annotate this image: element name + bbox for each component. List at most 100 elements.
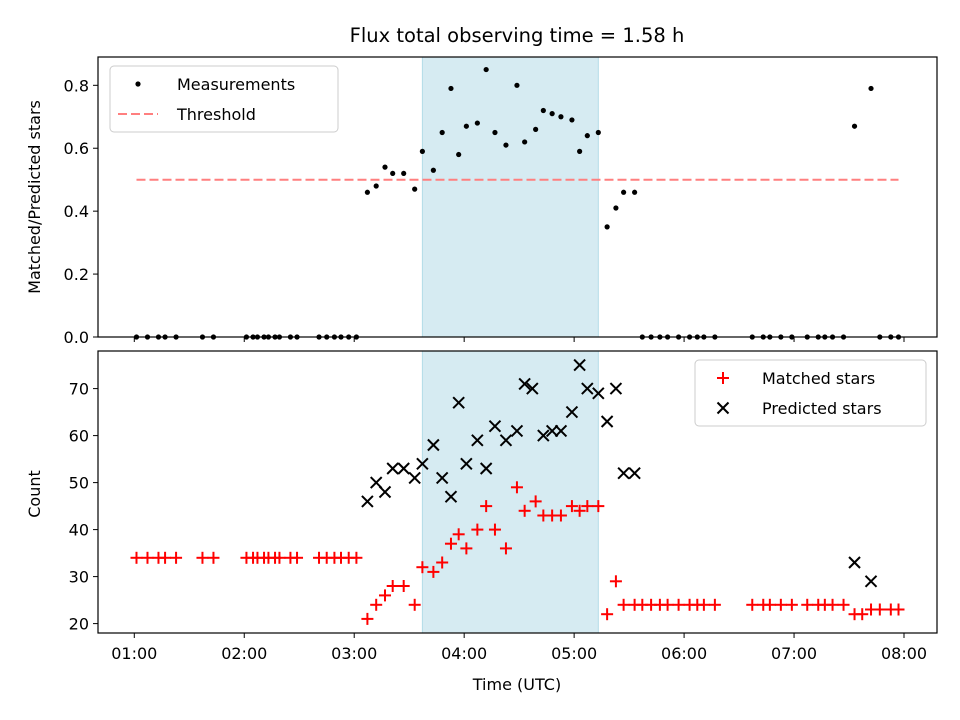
measurement-point: [595, 129, 601, 136]
measurement-point: [474, 120, 480, 126]
predicted-star-marker: [628, 466, 641, 480]
measurement-point: [448, 85, 454, 92]
predicted-star-marker: [565, 405, 579, 419]
predicted-star-stroke-b: [397, 462, 410, 475]
bottom-y-tick-label: 70: [69, 380, 89, 399]
predicted-star-marker: [378, 485, 392, 499]
matched-star-marker: [370, 598, 383, 611]
matched-star-marker: [785, 598, 798, 611]
predicted-star-stroke-b: [471, 434, 484, 447]
legend-measurement-marker: [135, 81, 141, 87]
measurement-point: [412, 186, 418, 192]
predicted-star-stroke-b: [499, 434, 513, 447]
bottom-legend: Matched stars Predicted stars: [694, 359, 927, 427]
predicted-star-marker: [460, 457, 473, 471]
bottom-legend-box: [694, 359, 927, 427]
predicted-star-marker: [581, 382, 594, 395]
predicted-star-marker: [386, 462, 399, 475]
top-legend-box: [109, 65, 339, 133]
matched-star-marker: [826, 598, 839, 611]
top-y-tick-label: 0.0: [64, 328, 89, 347]
predicted-star-marker: [416, 457, 429, 471]
matched-star-marker: [159, 551, 172, 564]
predicted-star-stroke-b: [554, 424, 568, 438]
matched-star-marker: [480, 500, 493, 513]
matched-star-marker: [291, 551, 304, 564]
predicted-star-stroke-b: [592, 387, 605, 400]
predicted-star-marker: [510, 424, 524, 438]
top-y-tick-label: 0.6: [64, 139, 89, 158]
x-tick-label: 04:00: [441, 644, 487, 663]
matched-star-marker: [378, 589, 391, 602]
bottom-y-axis-label: Count: [25, 470, 44, 518]
predicted-star-marker: [499, 434, 513, 447]
predicted-star-stroke-b: [427, 438, 440, 452]
matched-star-marker: [170, 551, 183, 564]
predicted-star-marker: [545, 424, 559, 438]
predicted-star-marker: [488, 419, 502, 433]
predicted-star-stroke-b: [545, 424, 559, 438]
predicted-star-stroke-b: [617, 466, 630, 480]
predicted-star-stroke-b: [600, 415, 614, 428]
matched-star-marker: [581, 500, 594, 513]
matched-star-marker: [697, 598, 710, 611]
matched-star-marker: [601, 608, 614, 621]
matched-star-marker: [488, 523, 501, 536]
predicted-star-stroke-b: [510, 424, 524, 438]
top-legend: Measurements Threshold: [109, 65, 339, 133]
matched-star-marker: [452, 528, 465, 541]
matched-star-marker: [774, 598, 787, 611]
predicted-star-marker: [537, 429, 550, 442]
legend-label: Matched stars: [762, 369, 875, 388]
bottom-y-tick-label: 50: [69, 474, 89, 493]
top-y-tick-label: 0.2: [64, 265, 89, 284]
matched-star-marker: [892, 603, 905, 616]
matched-star-marker: [617, 598, 630, 611]
measurement-point: [533, 126, 539, 132]
measurement-point: [558, 114, 564, 120]
top-y-tick-label: 0.8: [64, 76, 89, 95]
matched-star-marker: [350, 551, 363, 564]
measurement-point: [456, 151, 462, 158]
predicted-star-marker: [609, 382, 623, 395]
predicted-star-stroke-b: [488, 419, 502, 433]
predicted-star-stroke-b: [518, 377, 531, 391]
matched-star-marker: [207, 551, 220, 564]
measurement-point: [549, 111, 555, 117]
predicted-star-stroke-b: [848, 556, 861, 569]
matched-star-marker: [196, 551, 209, 564]
predicted-star-marker: [444, 490, 458, 503]
measurement-point: [632, 189, 638, 195]
x-tick-label: 01:00: [111, 644, 157, 663]
matched-star-marker: [471, 523, 484, 536]
predicted-star-stroke-b: [460, 457, 473, 471]
predicted-star-stroke-b: [369, 476, 383, 489]
top-y-axis-label: Matched/Predicted stars: [25, 100, 44, 294]
predicted-star-stroke-b: [573, 358, 586, 372]
predicted-star-marker: [518, 377, 531, 391]
measurement-point: [373, 183, 379, 189]
matched-star-marker: [416, 561, 429, 574]
x-tick-label: 08:00: [881, 644, 927, 663]
predicted-star-marker: [427, 438, 440, 452]
matched-star-marker: [141, 551, 154, 564]
measurement-point: [430, 167, 436, 173]
predicted-star-stroke-b: [609, 382, 623, 395]
legend-predicted-marker-b: [716, 401, 730, 415]
predicted-star-stroke-b: [628, 466, 641, 480]
top-panel: Flux total observing time = 1.58 h 0.00.…: [25, 24, 938, 347]
predicted-star-stroke-b: [435, 471, 449, 485]
bottom-y-tick-label: 20: [69, 615, 89, 634]
x-axis-label: Time (UTC): [472, 675, 561, 694]
x-tick-label: 03:00: [331, 644, 377, 663]
legend-label: Predicted stars: [762, 399, 882, 418]
measurement-point: [492, 129, 498, 136]
predicted-star-stroke-b: [537, 429, 550, 442]
matched-star-marker: [408, 598, 421, 611]
predicted-star-marker: [573, 358, 586, 372]
predicted-star-stroke-b: [581, 382, 594, 395]
matched-star-marker: [130, 551, 143, 564]
bottom-y-tick-label: 40: [69, 521, 89, 540]
matched-star-marker: [499, 542, 512, 555]
